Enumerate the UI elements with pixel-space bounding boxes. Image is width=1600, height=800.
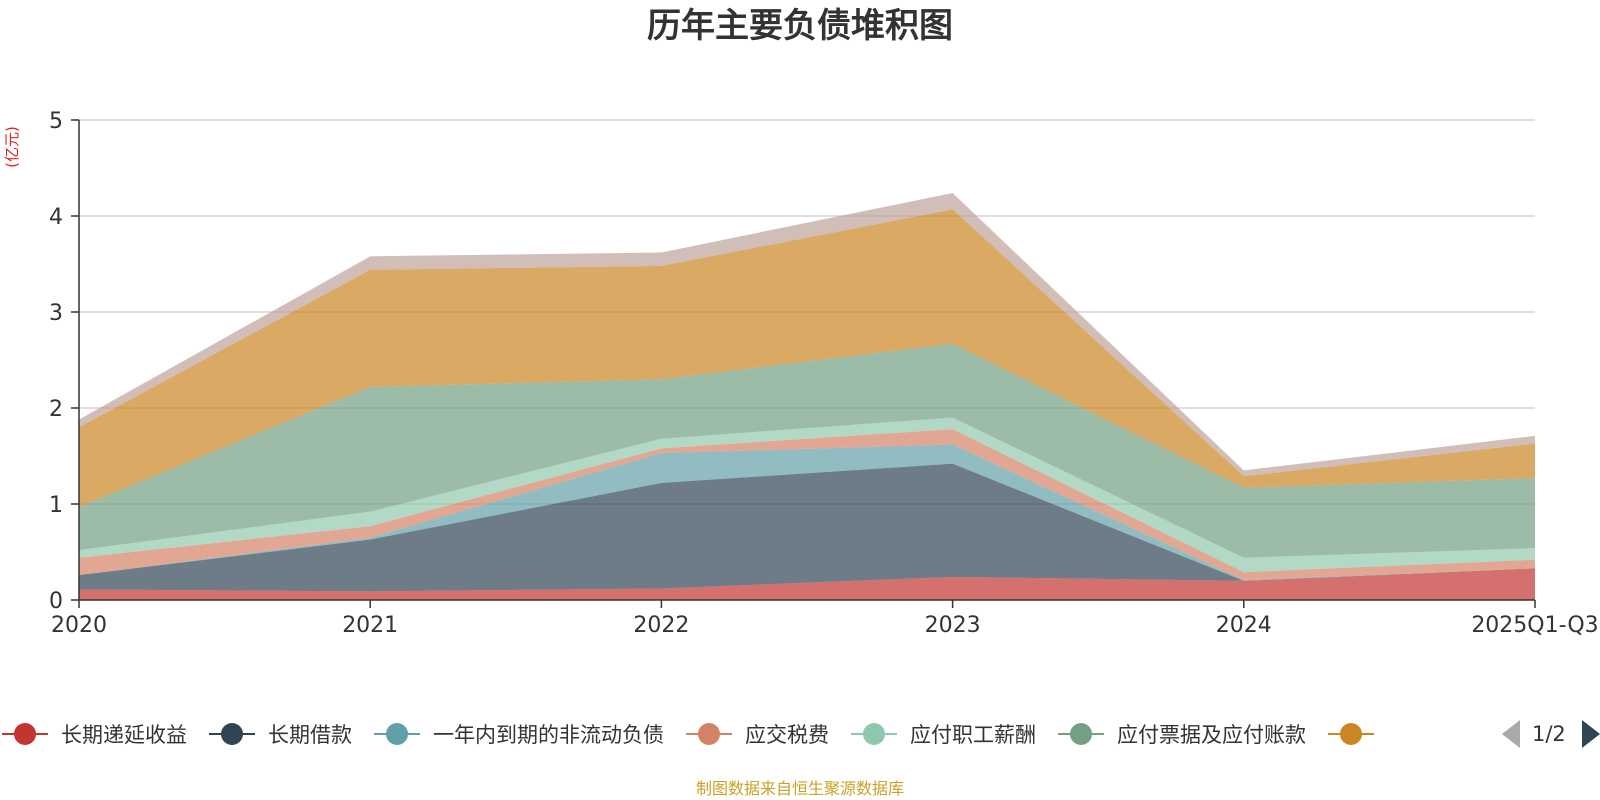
legend-marker [14,723,36,745]
legend-label: 长期借款 [268,723,352,747]
x-tick-label: 2021 [342,613,398,638]
x-tick-label: 2023 [925,613,981,638]
x-tick-label: 2020 [51,613,107,638]
y-tick-label: 5 [49,109,63,134]
series-area-8 [79,192,1535,477]
legend-label: 一年内到期的非流动负债 [433,723,664,747]
legend-label: 应付票据及应付账款 [1117,723,1306,747]
legend-item[interactable] [1328,723,1374,745]
series-area-3 [79,444,1535,581]
series-area-2 [79,463,1535,592]
y-tick-label: 2 [49,397,63,422]
x-tick-labels: 2020 2021 2022 2023 2024 2025Q1-Q3 [51,613,1599,638]
legend-item[interactable]: 应付职工薪酬 [851,723,1036,747]
legend-label: 长期递延收益 [61,723,187,747]
legend-marker [221,723,243,745]
legend-next-page-icon[interactable] [1582,720,1600,748]
legend-item[interactable]: 长期递延收益 [2,723,187,747]
legend-label: 应交税费 [745,723,829,747]
legend-marker [1340,723,1362,745]
data-source-note: 制图数据来自恒生聚源数据库 [696,779,904,798]
y-tick-labels: 0 1 2 3 4 5 [49,109,63,614]
legend-page-indicator: 1/2 [1532,722,1566,746]
series-area-1 [79,568,1535,600]
legend-marker [386,723,408,745]
y-tick-label: 0 [49,589,63,614]
y-tick-label: 1 [49,493,63,518]
legend-prev-page-icon[interactable] [1502,720,1520,748]
series-area-6 [79,343,1535,558]
legend-label: 应付职工薪酬 [910,723,1036,747]
legend-item[interactable]: 一年内到期的非流动负债 [374,723,664,747]
series-area-4 [79,429,1535,580]
stacked-areas [79,192,1535,600]
axes [71,119,1536,608]
legend-marker [863,723,885,745]
legend-item[interactable]: 应交税费 [686,723,829,747]
y-tick-label: 4 [49,205,63,230]
series-area-5 [79,417,1535,573]
legend-marker [698,723,720,745]
legend-item[interactable]: 长期借款 [209,723,352,747]
chart-title: 历年主要负债堆积图 [647,6,953,46]
y-tick-label: 3 [49,301,63,326]
series-area-7 [79,209,1535,507]
x-tick-label: 2025Q1-Q3 [1471,613,1598,638]
legend-pager: 1/2 [1502,720,1600,748]
legend-item[interactable]: 应付票据及应付账款 [1058,723,1306,747]
x-tick-label: 2024 [1216,613,1272,638]
legend: 长期递延收益 长期借款 一年内到期的非流动负债 应交税费 应付职工薪酬 应付票据及应付账款 [2,723,1374,747]
x-tick-label: 2022 [633,613,689,638]
legend-marker [1070,723,1092,745]
y-axis-unit-label: (亿元) [3,126,21,168]
